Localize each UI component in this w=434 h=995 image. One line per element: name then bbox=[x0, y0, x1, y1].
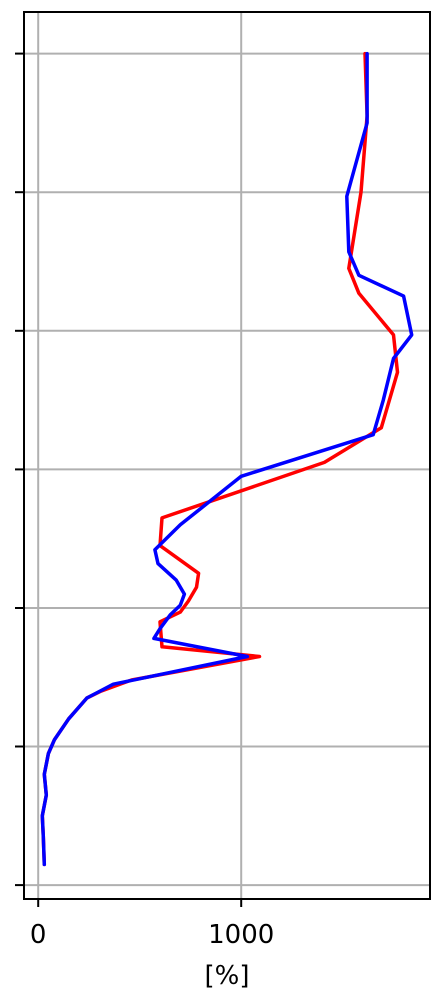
grid bbox=[24, 12, 430, 899]
series-line-1 bbox=[40, 51, 400, 867]
x-tick-label: 1000 bbox=[208, 920, 274, 950]
x-axis-label: [%] bbox=[205, 961, 250, 991]
x-tick-label: 0 bbox=[30, 920, 47, 950]
series-line-2 bbox=[40, 51, 414, 867]
series-group bbox=[40, 51, 414, 867]
plot-frame bbox=[23, 11, 431, 900]
y-ticks bbox=[15, 52, 24, 887]
x-ticks: 0 1000 bbox=[30, 899, 274, 950]
